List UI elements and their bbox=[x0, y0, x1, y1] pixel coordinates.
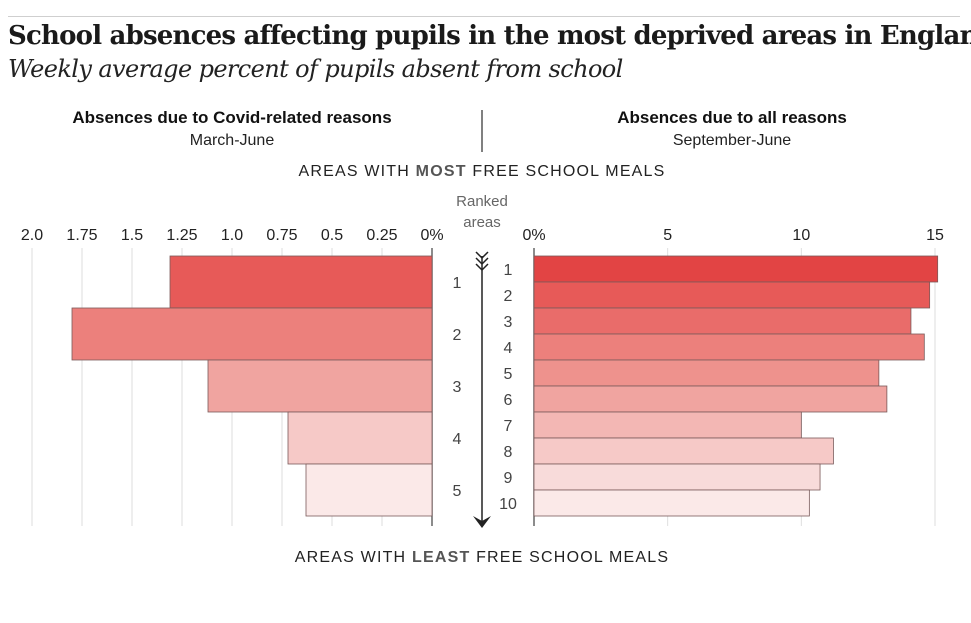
right-bar bbox=[533, 411, 802, 439]
ranked-label-line1: Ranked bbox=[456, 193, 508, 210]
left-bar bbox=[287, 411, 433, 465]
right-bar bbox=[533, 385, 888, 413]
ranked-label-line2: areas bbox=[463, 214, 501, 231]
right-bar bbox=[533, 359, 880, 387]
left-tick-label: 0% bbox=[420, 227, 443, 244]
right-tick-label: 15 bbox=[926, 227, 944, 244]
left-rank-label: 1 bbox=[453, 275, 462, 292]
left-bar bbox=[207, 359, 433, 413]
arrow-down-icon bbox=[473, 516, 491, 528]
left-rank-label: 2 bbox=[453, 327, 462, 344]
right-bar bbox=[533, 333, 925, 361]
right-tick-label: 10 bbox=[792, 227, 810, 244]
chart-title: School absences affecting pupils in the … bbox=[8, 21, 971, 51]
left-tick-label: 0.5 bbox=[321, 227, 343, 244]
right-rank-label: 10 bbox=[499, 496, 517, 513]
left-tick-label: 0.25 bbox=[366, 227, 397, 244]
right-rank-label: 1 bbox=[504, 262, 513, 279]
right-panel-subtitle: September-June bbox=[673, 132, 791, 149]
left-tick-label: 0.75 bbox=[266, 227, 297, 244]
left-panel-subtitle: March-June bbox=[190, 132, 275, 149]
left-tick-label: 1.75 bbox=[66, 227, 97, 244]
left-rank-label: 4 bbox=[453, 431, 462, 448]
right-bar bbox=[533, 489, 810, 517]
left-panel-title: Absences due to Covid-related reasons bbox=[72, 108, 391, 127]
left-tick-label: 1.5 bbox=[121, 227, 143, 244]
left-tick-label: 2.0 bbox=[21, 227, 43, 244]
right-tick-label: 5 bbox=[663, 227, 672, 244]
right-rank-label: 8 bbox=[504, 444, 513, 461]
left-tick-label: 1.0 bbox=[221, 227, 243, 244]
left-bar bbox=[305, 463, 433, 517]
left-tick-label: 1.25 bbox=[166, 227, 197, 244]
left-bar bbox=[169, 255, 433, 309]
right-rank-label: 2 bbox=[504, 288, 513, 305]
right-rank-label: 7 bbox=[504, 418, 513, 435]
top-rule bbox=[8, 16, 960, 17]
left-rank-label: 3 bbox=[453, 379, 462, 396]
right-rank-label: 4 bbox=[504, 340, 513, 357]
chart-subtitle: Weekly average percent of pupils absent … bbox=[8, 55, 623, 83]
right-rank-label: 5 bbox=[504, 366, 513, 383]
right-bar bbox=[533, 255, 939, 283]
right-rank-label: 6 bbox=[504, 392, 513, 409]
left-rank-label: 5 bbox=[453, 483, 462, 500]
top-areas-label: AREAS WITH MOST FREE SCHOOL MEALS bbox=[298, 163, 665, 180]
chevrons-icon bbox=[475, 251, 489, 272]
right-rank-label: 3 bbox=[504, 314, 513, 331]
right-panel-title: Absences due to all reasons bbox=[617, 108, 847, 127]
right-bar bbox=[533, 281, 931, 309]
right-bar bbox=[533, 437, 834, 465]
right-rank-label: 9 bbox=[504, 470, 513, 487]
bottom-areas-label: AREAS WITH LEAST FREE SCHOOL MEALS bbox=[295, 549, 670, 566]
right-tick-label: 0% bbox=[522, 227, 545, 244]
right-bar bbox=[533, 463, 821, 491]
left-bar bbox=[71, 307, 433, 361]
right-bar bbox=[533, 307, 912, 335]
